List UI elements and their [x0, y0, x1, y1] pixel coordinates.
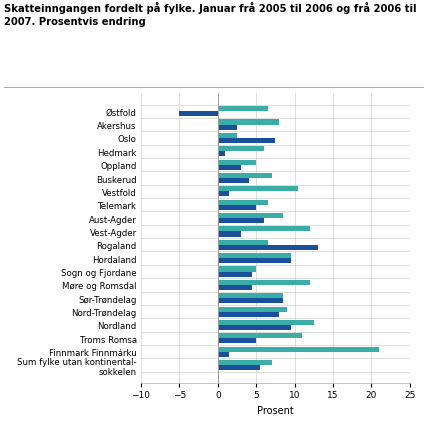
Bar	[217, 253, 290, 259]
X-axis label: Prosent: Prosent	[256, 405, 293, 415]
Bar	[217, 320, 313, 325]
Bar	[217, 334, 302, 339]
Bar	[217, 227, 309, 232]
Bar	[217, 107, 267, 112]
Bar	[217, 360, 271, 365]
Bar	[179, 112, 217, 117]
Bar	[217, 325, 290, 330]
Bar	[217, 133, 236, 138]
Bar	[217, 245, 317, 250]
Bar	[217, 312, 279, 317]
Bar	[217, 205, 256, 210]
Bar	[217, 147, 263, 152]
Bar	[217, 307, 286, 312]
Bar	[217, 213, 282, 219]
Bar	[217, 285, 252, 290]
Bar	[217, 294, 282, 299]
Bar	[217, 240, 267, 245]
Bar	[217, 200, 267, 205]
Bar	[217, 352, 229, 357]
Bar	[217, 138, 275, 144]
Bar	[217, 192, 229, 197]
Bar	[217, 160, 256, 165]
Bar	[217, 365, 259, 370]
Bar	[217, 299, 282, 304]
Bar	[217, 339, 256, 344]
Bar	[217, 267, 256, 272]
Bar	[217, 125, 236, 130]
Bar	[217, 165, 240, 170]
Bar	[217, 120, 279, 125]
Bar	[217, 280, 309, 285]
Bar	[217, 178, 248, 184]
Bar	[217, 187, 298, 192]
Bar	[217, 347, 378, 352]
Bar	[217, 272, 252, 277]
Bar	[217, 173, 271, 178]
Bar	[217, 259, 290, 264]
Text: Skatteinngangen fordelt på fylke. Januar frå 2005 til 2006 og frå 2006 til
2007.: Skatteinngangen fordelt på fylke. Januar…	[4, 2, 416, 26]
Bar	[217, 232, 240, 237]
Bar	[217, 219, 263, 224]
Bar	[217, 152, 225, 157]
